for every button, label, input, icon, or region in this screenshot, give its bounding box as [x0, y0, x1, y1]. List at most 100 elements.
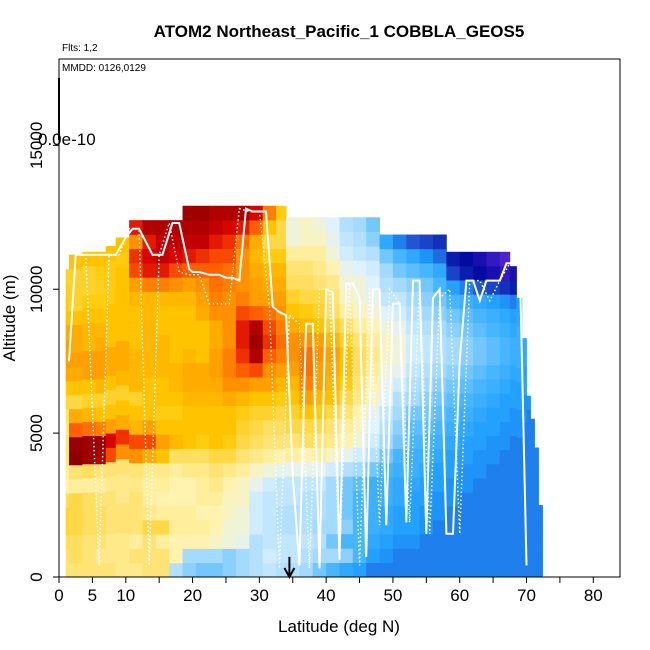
- heatmap-cell: [326, 260, 340, 276]
- heatmap-cell: [406, 505, 421, 521]
- heatmap-cell: [222, 248, 237, 264]
- heatmap-cell: [235, 491, 250, 507]
- heatmap-cell: [155, 534, 170, 549]
- heatmap-cell: [352, 231, 367, 247]
- heatmap-cell: [499, 265, 511, 281]
- heatmap-cell: [459, 520, 474, 535]
- heatmap-cell: [262, 462, 277, 478]
- heatmap-cell: [142, 220, 157, 235]
- heatmap-cell: [249, 562, 264, 578]
- heatmap-cell: [406, 362, 421, 378]
- heatmap-cell: [82, 492, 97, 507]
- heatmap-cell: [276, 534, 287, 549]
- heatmap-cell: [235, 477, 250, 492]
- heatmap-cell: [155, 448, 170, 464]
- heatmap-cell: [95, 294, 107, 309]
- heatmap-cell: [262, 362, 277, 378]
- heatmap-cell: [142, 505, 157, 521]
- heatmap-cell: [209, 462, 224, 478]
- heatmap-cell: [249, 248, 264, 264]
- heatmap-cell: [235, 262, 250, 278]
- heatmap-cell: [299, 505, 314, 520]
- heatmap-cell: [195, 305, 210, 321]
- heatmap-cell: [195, 448, 210, 464]
- heatmap-cell: [95, 336, 107, 352]
- heatmap-cell: [209, 448, 224, 464]
- heatmap-cell: [262, 448, 277, 464]
- heatmap-cell: [142, 562, 157, 578]
- heatmap-cell: [473, 322, 487, 338]
- heatmap-cell: [276, 477, 287, 492]
- heatmap-cell: [526, 451, 531, 466]
- heatmap-cell: [262, 305, 277, 321]
- x-tick-label: 10: [116, 586, 135, 605]
- heatmap-cell: [82, 336, 97, 352]
- heatmap-cell: [115, 399, 130, 415]
- heatmap-cell: [516, 507, 523, 522]
- heatmap-cell: [276, 562, 287, 578]
- heatmap-cell: [222, 434, 237, 449]
- heatmap-cell: [486, 265, 501, 281]
- heatmap-cell: [235, 348, 250, 364]
- heatmap-cell: [312, 303, 327, 319]
- heatmap-cell: [446, 562, 461, 578]
- heatmap-cell: [169, 448, 183, 464]
- heatmap-cell: [276, 419, 287, 435]
- heatmap-cell: [65, 367, 70, 382]
- heatmap-cell: [379, 434, 394, 449]
- heatmap-cell: [95, 322, 107, 338]
- heatmap-cell: [65, 423, 70, 438]
- heatmap-cell: [195, 391, 210, 407]
- heatmap-cell: [105, 346, 117, 362]
- heatmap-cell: [195, 248, 210, 264]
- heatmap-cell: [105, 303, 117, 319]
- heatmap-cell: [459, 534, 474, 550]
- heatmap-cell: [379, 348, 394, 364]
- heatmap-cell: [209, 562, 224, 578]
- heatmap-cell: [352, 346, 367, 362]
- heatmap-cell: [105, 289, 117, 305]
- heatmap-cell: [286, 346, 300, 362]
- heatmap-cell: [155, 391, 170, 407]
- heatmap-cell: [509, 294, 517, 309]
- heatmap-cell: [249, 234, 264, 249]
- heatmap-cell: [379, 477, 394, 492]
- heatmap-cell: [446, 478, 461, 493]
- heatmap: [65, 205, 543, 578]
- heatmap-cell: [169, 534, 183, 549]
- heatmap-cell: [249, 534, 264, 549]
- heatmap-cell: [182, 462, 197, 478]
- heatmap-cell: [526, 493, 531, 508]
- heatmap-cell: [222, 534, 237, 549]
- heatmap-cell: [366, 505, 380, 520]
- heatmap-cell: [326, 361, 340, 376]
- heatmap-cell: [182, 519, 197, 535]
- chart-title: ATOM2 Northeast_Pacific_1 COBBLA_GEOS5: [154, 22, 525, 41]
- y-axis: 0 5000 10000 15000: [27, 122, 59, 582]
- heatmap-cell: [326, 217, 340, 233]
- heatmap-cell: [235, 377, 250, 392]
- heatmap-cell: [486, 492, 501, 507]
- heatmap-cell: [95, 393, 107, 408]
- heatmap-cell: [392, 548, 407, 564]
- heatmap-cell: [419, 263, 434, 278]
- heatmap-cell: [69, 282, 83, 298]
- heatmap-cell: [235, 419, 250, 435]
- heatmap-cell: [276, 220, 287, 235]
- heatmap-cell: [82, 265, 97, 281]
- heatmap-cell: [286, 433, 300, 448]
- heatmap-cell: [182, 434, 197, 449]
- heatmap-cell: [352, 260, 367, 276]
- heatmap-cell: [182, 234, 197, 249]
- heatmap-cell: [486, 506, 501, 521]
- heatmap-cell: [182, 477, 197, 492]
- heatmap-cell: [129, 448, 143, 464]
- heatmap-cell: [446, 350, 461, 366]
- heatmap-cell: [509, 322, 517, 338]
- heatmap-cell: [155, 277, 170, 292]
- heatmap-cell: [65, 381, 70, 396]
- heatmap-cell: [516, 479, 523, 494]
- heatmap-cell: [509, 463, 517, 479]
- heatmap-cell: [379, 248, 394, 264]
